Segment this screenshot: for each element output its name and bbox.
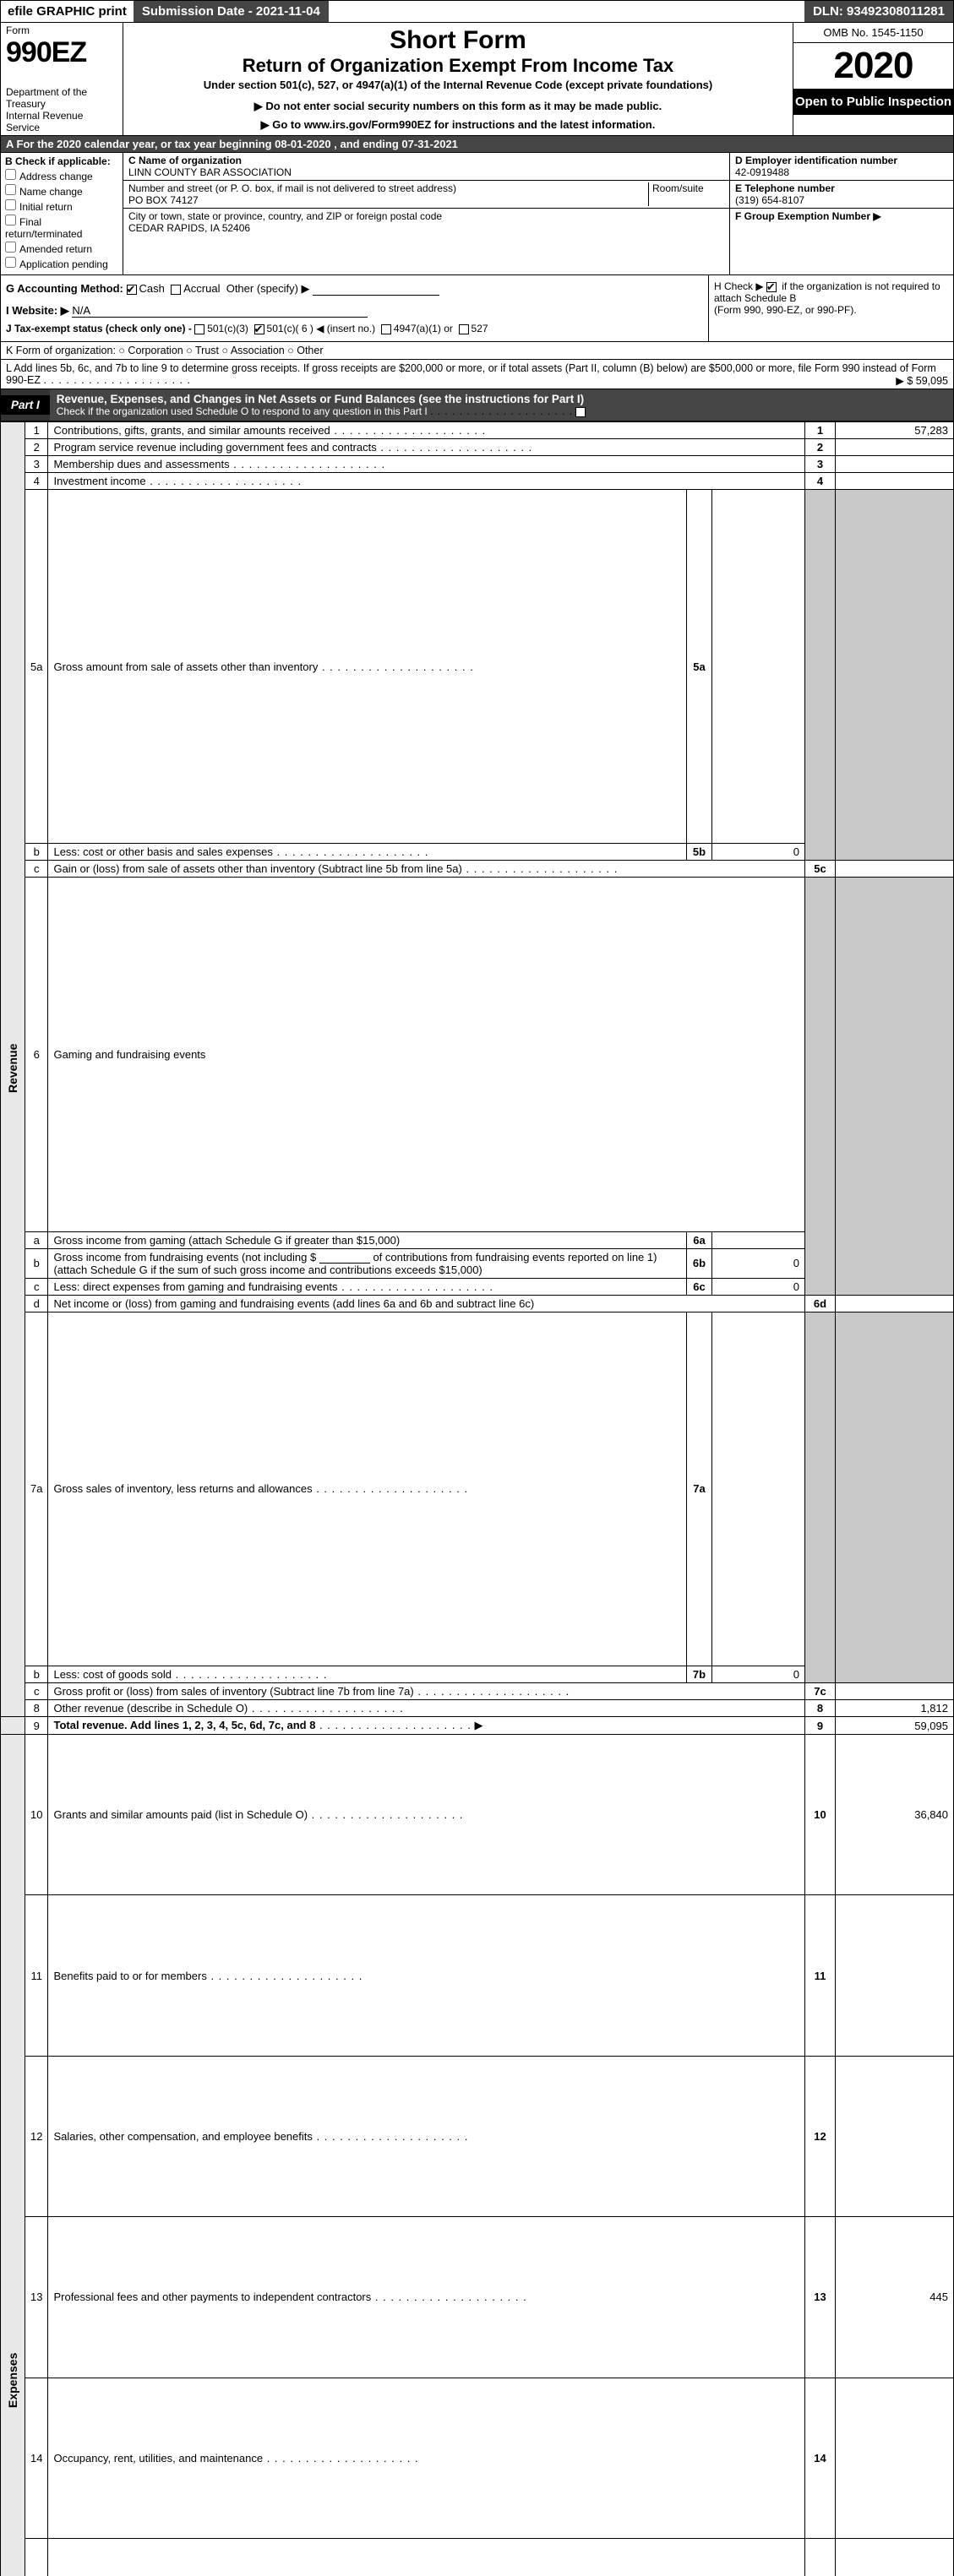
line-5c: c Gain or (loss) from sale of assets oth… xyxy=(1,861,954,878)
cb-schedule-o[interactable] xyxy=(575,407,586,417)
org-street: PO BOX 74127 xyxy=(128,194,199,206)
h-text1: H Check ▶ xyxy=(714,280,764,292)
c-name-label: C Name of organization xyxy=(128,155,242,166)
d-ein-value: 42-0919488 xyxy=(735,166,789,178)
lbl-other-method: Other (specify) ▶ xyxy=(226,282,310,295)
line-15: 15Printing, publications, postage, and s… xyxy=(1,2539,954,2576)
row-l-amount: ▶ $ 59,095 xyxy=(896,374,948,387)
goto-link[interactable]: ▶ Go to www.irs.gov/Form990EZ for instru… xyxy=(127,118,789,132)
cb-address-change[interactable] xyxy=(5,169,16,180)
line-4: 4 Investment income 4 xyxy=(1,473,954,490)
line-8: 8 Other revenue (describe in Schedule O)… xyxy=(1,1700,954,1717)
form-label: Form xyxy=(6,24,117,36)
line-9: 9 Total revenue. Add lines 1, 2, 3, 4, 5… xyxy=(1,1717,954,1735)
lbl-name-change: Name change xyxy=(19,186,83,198)
return-title: Return of Organization Exempt From Incom… xyxy=(127,55,789,77)
section-revenue: Revenue xyxy=(6,424,19,1712)
line-10: Expenses 10 Grants and similar amounts p… xyxy=(1,1735,954,1895)
e-phone-label: E Telephone number xyxy=(735,182,835,194)
lbl-application-pending: Application pending xyxy=(19,258,108,270)
submission-date: Submission Date - 2021-11-04 xyxy=(134,1,329,22)
efile-label: efile GRAPHIC print xyxy=(1,1,134,22)
lbl-4947: 4947(a)(1) or xyxy=(394,323,453,334)
line-13: 13Professional fees and other payments t… xyxy=(1,2217,954,2378)
i-label: I Website: ▶ xyxy=(6,304,69,317)
line-14: 14Occupancy, rent, utilities, and mainte… xyxy=(1,2378,954,2538)
line-2: 2 Program service revenue including gove… xyxy=(1,439,954,456)
lbl-final-return: Final return/terminated xyxy=(5,216,82,240)
row-a-tax-year: A For the 2020 calendar year, or tax yea… xyxy=(0,136,954,153)
e-phone-value: (319) 654-8107 xyxy=(735,194,804,206)
omb-number: OMB No. 1545-1150 xyxy=(793,23,953,43)
g-label: G Accounting Method: xyxy=(6,282,123,295)
line-6d: d Net income or (loss) from gaming and f… xyxy=(1,1295,954,1312)
d-ein-label: D Employer identification number xyxy=(735,155,897,166)
part1-title: Revenue, Expenses, and Changes in Net As… xyxy=(57,393,584,405)
cb-application-pending[interactable] xyxy=(5,257,16,268)
other-method-input[interactable] xyxy=(313,295,439,296)
row-ghi: G Accounting Method: Cash Accrual Other … xyxy=(0,275,954,342)
no-ssn-note: ▶ Do not enter social security numbers o… xyxy=(127,100,789,113)
c-street-label: Number and street (or P. O. box, if mail… xyxy=(128,182,456,194)
section-expenses: Expenses xyxy=(6,1736,19,2576)
lbl-527: 527 xyxy=(472,323,488,334)
website-value: N/A xyxy=(72,304,90,317)
cb-name-change[interactable] xyxy=(5,184,16,195)
cb-initial-return[interactable] xyxy=(5,199,16,210)
lbl-address-change: Address change xyxy=(19,171,93,182)
cb-501c3[interactable] xyxy=(194,324,204,334)
line-11: 11Benefits paid to or for members11 xyxy=(1,1895,954,2056)
lbl-initial-return: Initial return xyxy=(19,201,73,213)
open-public: Open to Public Inspection xyxy=(793,90,953,115)
form-header: Form 990EZ Department of the Treasury In… xyxy=(0,23,954,136)
line-6: 6 Gaming and fundraising events xyxy=(1,878,954,1231)
room-suite-label: Room/suite xyxy=(652,182,704,194)
part1-tab: Part I xyxy=(1,395,50,415)
line-12: 12Salaries, other compensation, and empl… xyxy=(1,2056,954,2216)
dept-label: Department of the Treasury xyxy=(6,86,117,110)
top-bar: efile GRAPHIC print Submission Date - 20… xyxy=(0,0,954,23)
line-7c: c Gross profit or (loss) from sales of i… xyxy=(1,1683,954,1700)
cb-amended-return[interactable] xyxy=(5,242,16,253)
arrow-icon: ▶ xyxy=(475,1719,483,1731)
lbl-501c3: 501(c)(3) xyxy=(207,323,248,334)
h-text3: (Form 990, 990-EZ, or 990-PF). xyxy=(714,304,857,316)
irs-label: Internal Revenue Service xyxy=(6,110,117,133)
line-5a: 5a Gross amount from sale of assets othe… xyxy=(1,490,954,844)
tax-year: 2020 xyxy=(793,43,953,90)
line-1: Revenue 1 Contributions, gifts, grants, … xyxy=(1,422,954,439)
cb-4947[interactable] xyxy=(381,324,391,334)
cb-accrual[interactable] xyxy=(171,285,181,295)
form-number: 990EZ xyxy=(6,36,117,69)
box-b-title: B Check if applicable: xyxy=(5,155,118,167)
lbl-cash: Cash xyxy=(139,282,165,295)
cb-501c[interactable] xyxy=(254,324,264,334)
short-form-title: Short Form xyxy=(127,26,789,55)
dln-label: DLN: 93492308011281 xyxy=(804,1,953,22)
under-section: Under section 501(c), 527, or 4947(a)(1)… xyxy=(127,79,789,91)
part1-header: Part I Revenue, Expenses, and Changes in… xyxy=(0,389,954,421)
cb-cash[interactable] xyxy=(127,285,137,295)
j-label: J Tax-exempt status (check only one) - xyxy=(6,323,192,334)
cb-final-return[interactable] xyxy=(5,215,16,226)
cb-527[interactable] xyxy=(459,324,469,334)
cb-h-check[interactable] xyxy=(766,282,777,292)
row-k: K Form of organization: ○ Corporation ○ … xyxy=(0,342,954,360)
row-l: L Add lines 5b, 6c, and 7b to line 9 to … xyxy=(0,360,954,389)
entity-info-grid: B Check if applicable: Address change Na… xyxy=(0,153,954,275)
line-7a: 7a Gross sales of inventory, less return… xyxy=(1,1312,954,1666)
lbl-amended-return: Amended return xyxy=(19,243,92,255)
lbl-accrual: Accrual xyxy=(183,282,220,295)
lbl-501c: 501(c)( 6 ) ◀ (insert no.) xyxy=(267,323,376,334)
line-3: 3 Membership dues and assessments 3 xyxy=(1,456,954,473)
c-city-label: City or town, state or province, country… xyxy=(128,210,442,222)
org-name: LINN COUNTY BAR ASSOCIATION xyxy=(128,166,292,178)
part1-sub: Check if the organization used Schedule … xyxy=(57,405,428,417)
f-group-label: F Group Exemption Number ▶ xyxy=(735,210,881,222)
part1-table: Revenue 1 Contributions, gifts, grants, … xyxy=(0,421,954,2576)
org-city: CEDAR RAPIDS, IA 52406 xyxy=(128,222,250,234)
